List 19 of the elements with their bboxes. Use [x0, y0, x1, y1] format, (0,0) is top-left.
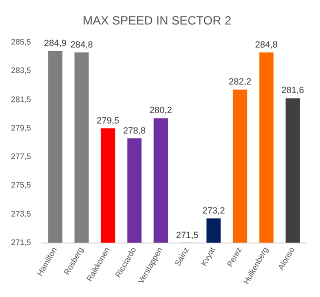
y-tick-label: 283,5: [10, 66, 32, 76]
y-tick-label: 273,5: [10, 209, 32, 218]
data-label: 281,6: [282, 85, 304, 96]
data-label: 284,9: [44, 38, 66, 48]
data-label: 284,8: [70, 39, 93, 50]
y-tick-label: 277,5: [10, 152, 32, 162]
data-label: 271,5: [176, 230, 198, 240]
chart-title: MAX SPEED IN SECTOR 2: [82, 14, 232, 28]
y-tick-label: 285,5: [10, 38, 32, 47]
data-label: 279,5: [96, 115, 120, 126]
data-label: 280,2: [150, 105, 172, 116]
y-tick-label: 279,5: [10, 123, 32, 132]
y-tick-label: 275,5: [10, 180, 32, 190]
y-tick-label: 281,5: [10, 94, 32, 104]
data-label: 282,2: [228, 76, 252, 87]
data-label: 284,8: [255, 39, 278, 50]
data-label: 278,8: [123, 125, 146, 136]
y-tick-label: 271,5: [10, 238, 32, 247]
data-label: 273,2: [202, 205, 225, 216]
